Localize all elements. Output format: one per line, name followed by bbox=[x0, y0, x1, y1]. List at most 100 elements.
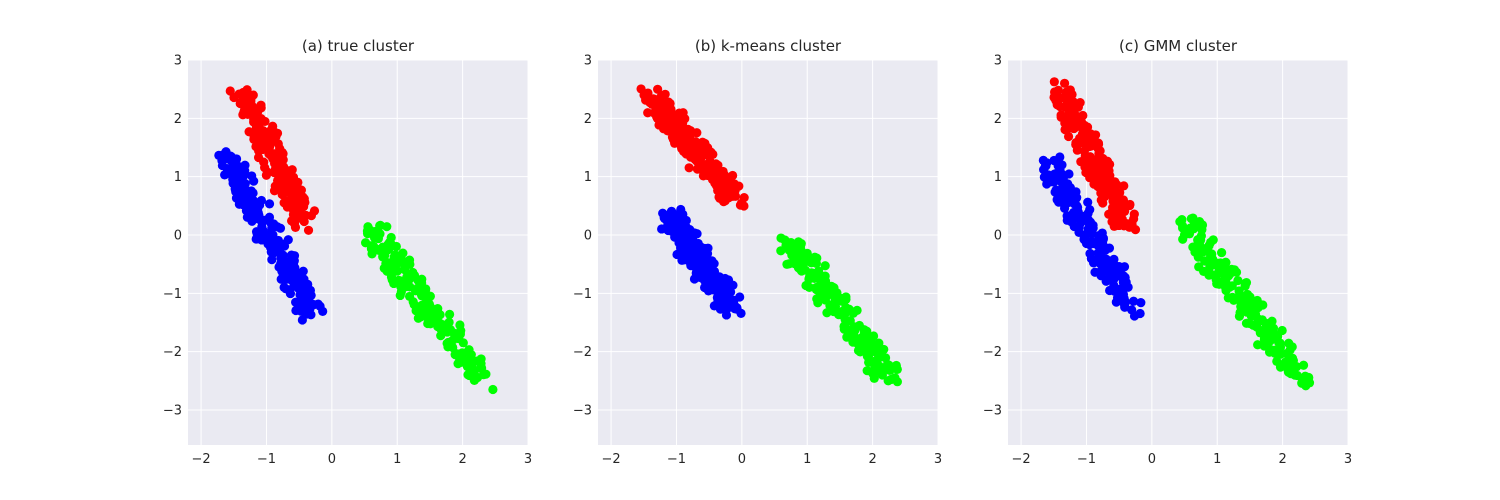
y-tick-label: −3 bbox=[983, 404, 1002, 419]
data-point bbox=[729, 301, 739, 311]
data-point bbox=[867, 340, 877, 350]
data-point bbox=[1259, 325, 1269, 335]
data-point bbox=[1068, 96, 1078, 107]
data-point bbox=[661, 114, 672, 124]
data-point bbox=[299, 201, 309, 212]
data-point bbox=[879, 344, 889, 355]
data-point bbox=[1084, 226, 1094, 236]
data-point bbox=[1233, 275, 1243, 286]
data-point bbox=[279, 282, 289, 293]
data-point bbox=[658, 124, 669, 134]
data-point bbox=[1059, 92, 1069, 103]
data-point bbox=[1041, 161, 1051, 171]
data-point bbox=[1124, 222, 1135, 232]
data-point bbox=[275, 223, 286, 233]
data-point bbox=[684, 163, 694, 173]
data-point bbox=[702, 253, 712, 264]
y-tick-label: 2 bbox=[584, 112, 592, 127]
data-point bbox=[425, 291, 435, 301]
data-point bbox=[453, 359, 463, 369]
data-point bbox=[247, 171, 257, 181]
data-point bbox=[231, 154, 242, 164]
data-point bbox=[688, 232, 698, 242]
data-point bbox=[891, 360, 901, 371]
data-point bbox=[306, 310, 316, 320]
data-point bbox=[668, 125, 678, 135]
x-tick-label: −1 bbox=[667, 452, 686, 467]
data-point bbox=[717, 184, 727, 194]
data-point bbox=[236, 177, 246, 188]
data-point bbox=[258, 116, 268, 126]
data-point bbox=[1116, 284, 1126, 294]
data-point bbox=[1055, 165, 1065, 176]
y-tick-label: −1 bbox=[983, 287, 1002, 302]
x-tick-label: −2 bbox=[1011, 452, 1030, 467]
data-point bbox=[810, 270, 820, 280]
data-point bbox=[722, 282, 732, 293]
data-point bbox=[1069, 221, 1079, 232]
data-point bbox=[681, 222, 692, 232]
data-point bbox=[452, 349, 462, 359]
data-point bbox=[665, 98, 675, 109]
data-point bbox=[684, 241, 694, 251]
data-point bbox=[1229, 265, 1240, 275]
data-point bbox=[251, 123, 262, 133]
data-point bbox=[265, 236, 275, 246]
data-point bbox=[1199, 266, 1209, 276]
y-tick-label: −2 bbox=[163, 345, 182, 360]
data-point bbox=[1056, 112, 1066, 122]
data-point bbox=[736, 308, 746, 318]
data-point bbox=[1049, 177, 1059, 187]
data-point bbox=[1217, 247, 1227, 258]
data-point bbox=[886, 374, 896, 385]
scatter-panel-3: (c) GMM cluster −2 −1 0 1 2 3 3 2 1 0 −1 −2 −3 bbox=[983, 37, 1352, 467]
data-point bbox=[1071, 115, 1082, 125]
data-point bbox=[1195, 235, 1206, 245]
data-point bbox=[1062, 102, 1072, 112]
data-point bbox=[367, 249, 377, 259]
data-point bbox=[382, 222, 392, 232]
data-point bbox=[1085, 249, 1095, 259]
data-point bbox=[718, 289, 728, 300]
x-tick-label: 1 bbox=[1213, 452, 1221, 467]
data-point bbox=[709, 168, 719, 179]
data-point bbox=[1069, 108, 1079, 118]
data-point bbox=[395, 290, 405, 301]
data-point bbox=[1105, 176, 1116, 186]
data-point bbox=[1266, 327, 1276, 337]
data-point bbox=[277, 266, 287, 276]
data-point bbox=[283, 198, 293, 208]
data-point bbox=[246, 99, 256, 109]
data-point bbox=[684, 139, 694, 150]
data-point bbox=[723, 174, 733, 184]
x-tick-label: 0 bbox=[328, 452, 336, 467]
data-point bbox=[264, 149, 274, 159]
data-point bbox=[1238, 305, 1248, 315]
x-tick-label: −2 bbox=[191, 452, 210, 467]
data-point bbox=[1098, 177, 1109, 187]
data-point bbox=[735, 292, 745, 302]
data-point bbox=[1188, 224, 1199, 234]
data-point bbox=[236, 197, 246, 207]
y-tick-label: 3 bbox=[584, 54, 592, 69]
data-point bbox=[360, 238, 371, 248]
data-point bbox=[464, 355, 475, 365]
data-point bbox=[822, 308, 832, 318]
data-point bbox=[1080, 212, 1091, 222]
data-point bbox=[673, 213, 683, 223]
data-point bbox=[236, 170, 246, 180]
data-point bbox=[1096, 184, 1106, 194]
data-point bbox=[264, 199, 275, 209]
data-point bbox=[305, 298, 316, 308]
data-point bbox=[276, 274, 286, 284]
data-point bbox=[445, 309, 455, 319]
data-point bbox=[739, 193, 749, 203]
data-point bbox=[400, 261, 410, 272]
y-tick-label: 1 bbox=[174, 170, 182, 185]
data-point bbox=[1281, 348, 1292, 359]
data-point bbox=[1179, 230, 1190, 240]
data-point bbox=[303, 279, 313, 289]
scatter-panel-1: (a) true cluster −2 −1 0 1 2 3 3 2 1 0 −1 −2 −3 bbox=[163, 37, 532, 467]
y-tick-label: −3 bbox=[573, 404, 592, 419]
data-point bbox=[257, 235, 267, 245]
